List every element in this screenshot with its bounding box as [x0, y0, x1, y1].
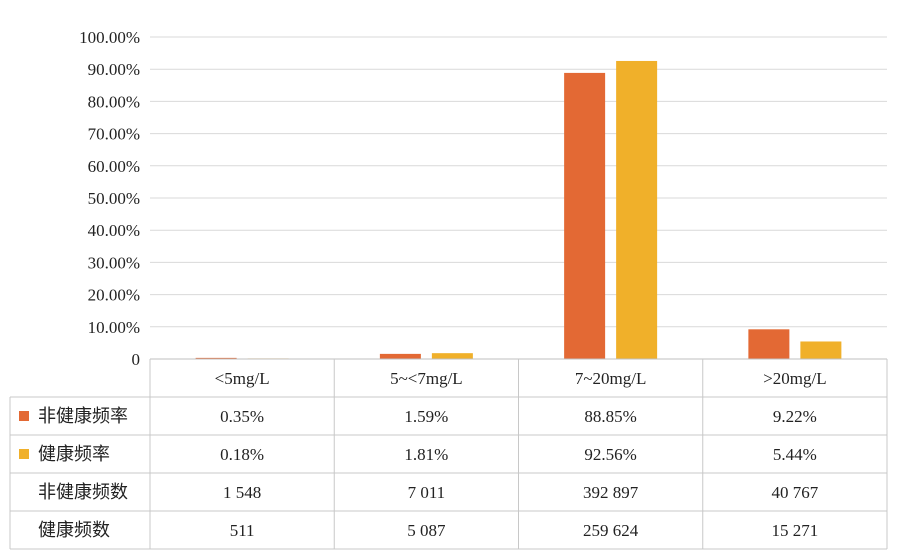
y-tick-label: 100.00%	[79, 28, 140, 47]
table-cell: 0.35%	[220, 407, 264, 426]
table-cell: 7 011	[408, 483, 446, 502]
table-cell: 15 271	[772, 521, 819, 540]
table-row-label: 健康频数	[38, 520, 110, 541]
table-row-label: 健康频率	[38, 444, 110, 465]
gridlines	[150, 36, 887, 328]
bars	[195, 60, 842, 360]
table-cell: 1.81%	[404, 445, 448, 464]
table-cell: 88.85%	[584, 407, 636, 426]
y-tick-label: 40.00%	[88, 221, 140, 240]
bar-非健康频率-<5mg/L	[195, 357, 237, 359]
table-cell: 511	[230, 521, 255, 540]
y-axis-ticks: 0 10.00% 20.00% 30.00% 40.00% 50.00% 60.00% 70.…	[79, 28, 140, 369]
data-table: <5mg/L 5~<7mg/L 7~20mg/L >20mg/L 非健康频率 0.35% 1…	[9, 358, 888, 550]
y-tick-label: 50.00%	[88, 189, 140, 208]
table-cell: 259 624	[583, 521, 639, 540]
legend-key-健康频率	[19, 449, 29, 459]
bar-非健康频率->20mg/L	[748, 329, 790, 359]
y-tick-label: 20.00%	[88, 286, 140, 305]
bar-健康频率->20mg/L	[800, 341, 842, 359]
legend-key-非健康频率	[19, 411, 29, 421]
bar-非健康频率-7~20mg/L	[564, 72, 606, 359]
y-tick-label: 80.00%	[88, 92, 140, 111]
table-row-label: 非健康频数	[38, 482, 128, 503]
table-row-label: 非健康频率	[38, 406, 128, 427]
bar-健康频率-7~20mg/L	[616, 60, 658, 360]
table-cell: 1 548	[223, 483, 261, 502]
table-cell: 0.18%	[220, 445, 264, 464]
table-cell: 392 897	[583, 483, 639, 502]
table-cell: 9.22%	[773, 407, 817, 426]
y-tick-label: 0	[132, 350, 141, 369]
y-tick-label: 90.00%	[88, 60, 140, 79]
table-cell: 40 767	[772, 483, 819, 502]
bar-非健康频率-5~<7mg/L	[379, 353, 421, 359]
y-tick-label: 70.00%	[88, 125, 140, 144]
x-category-label: >20mg/L	[763, 369, 826, 388]
x-category-label: <5mg/L	[215, 369, 270, 388]
table-cell: 5 087	[407, 521, 446, 540]
bar-健康频率-5~<7mg/L	[431, 353, 473, 359]
table-cell: 92.56%	[584, 445, 636, 464]
table-cell: 5.44%	[773, 445, 817, 464]
x-category-label: 7~20mg/L	[575, 369, 647, 388]
y-tick-label: 30.00%	[88, 253, 140, 272]
table-cell: 1.59%	[404, 407, 448, 426]
y-tick-label: 60.00%	[88, 157, 140, 176]
y-tick-label: 10.00%	[88, 318, 140, 337]
x-category-label: 5~<7mg/L	[390, 369, 463, 388]
